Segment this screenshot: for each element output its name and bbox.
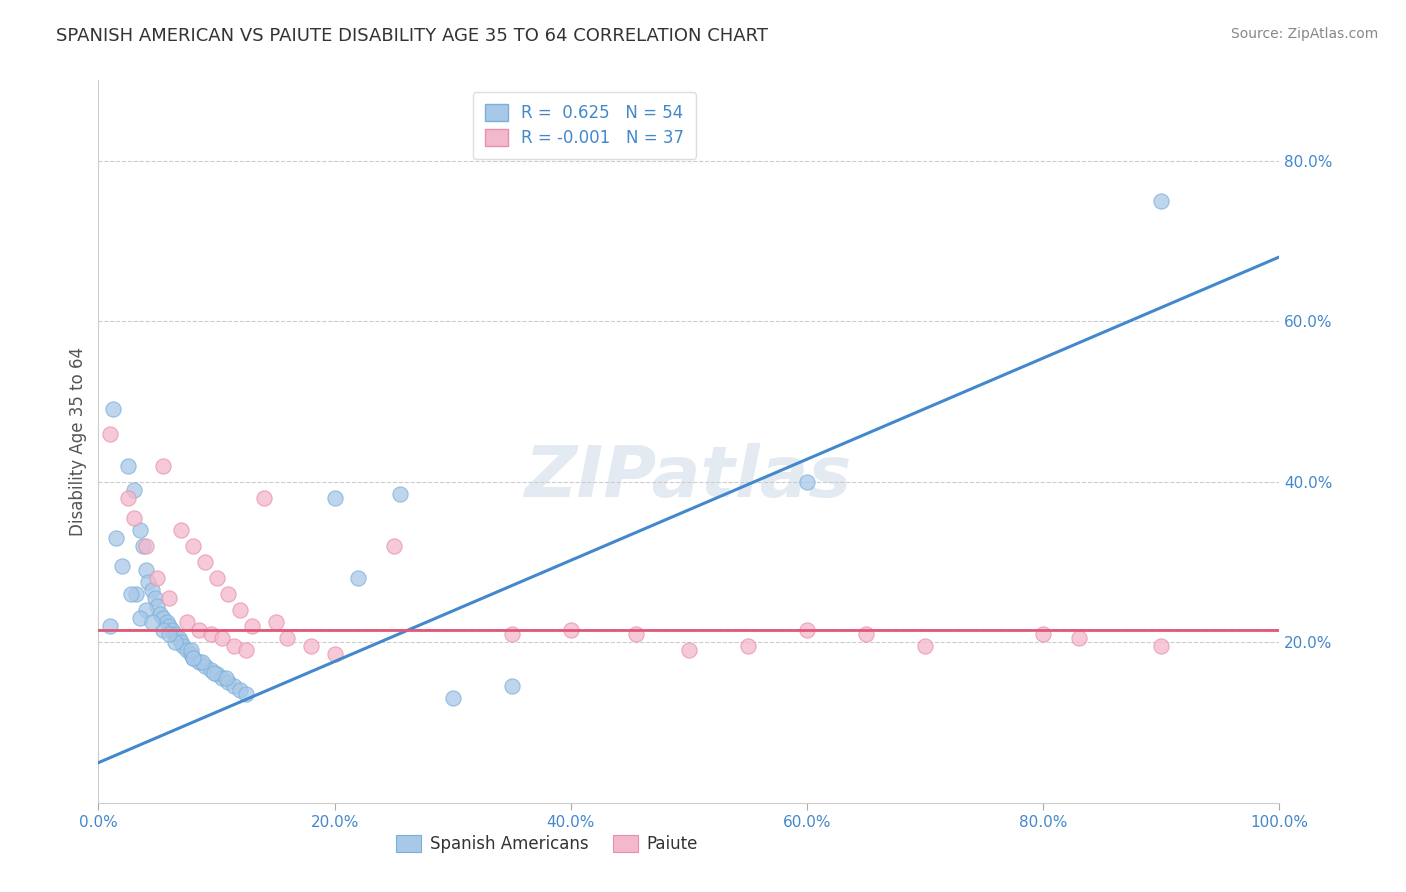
Point <box>501 627 523 641</box>
Point <box>101 402 124 417</box>
Point <box>146 599 169 614</box>
Point <box>157 627 180 641</box>
Point <box>678 643 700 657</box>
Point <box>128 611 150 625</box>
Point <box>215 671 238 685</box>
Point <box>146 571 169 585</box>
Point <box>796 623 818 637</box>
Point <box>135 563 157 577</box>
Point <box>737 639 759 653</box>
Point <box>855 627 877 641</box>
Point <box>122 483 145 497</box>
Point <box>323 491 346 505</box>
Point <box>194 555 217 569</box>
Point <box>111 558 134 573</box>
Point <box>157 619 180 633</box>
Point <box>141 583 163 598</box>
Point <box>914 639 936 653</box>
Point <box>323 648 346 662</box>
Text: ZIPatlas: ZIPatlas <box>526 443 852 512</box>
Point <box>347 571 370 585</box>
Point <box>253 491 276 505</box>
Point <box>176 643 198 657</box>
Point <box>136 574 159 589</box>
Point <box>180 643 202 657</box>
Point <box>211 632 233 646</box>
Text: Source: ZipAtlas.com: Source: ZipAtlas.com <box>1230 27 1378 41</box>
Point <box>200 627 222 641</box>
Point <box>796 475 818 489</box>
Point <box>224 680 246 694</box>
Point <box>211 671 233 685</box>
Point <box>1150 194 1173 208</box>
Point <box>235 643 257 657</box>
Point <box>217 675 239 690</box>
Point <box>170 523 193 537</box>
Point <box>143 591 166 605</box>
Point <box>117 491 139 505</box>
Point <box>224 639 246 653</box>
Point <box>194 659 217 673</box>
Text: SPANISH AMERICAN VS PAIUTE DISABILITY AGE 35 TO 64 CORRELATION CHART: SPANISH AMERICAN VS PAIUTE DISABILITY AG… <box>56 27 768 45</box>
Point <box>205 667 228 681</box>
Point <box>264 615 287 630</box>
Point <box>160 623 183 637</box>
Point <box>191 655 214 669</box>
Point <box>98 426 121 441</box>
Point <box>121 587 143 601</box>
Point <box>299 639 322 653</box>
Point <box>240 619 263 633</box>
Point <box>382 539 405 553</box>
Point <box>441 691 464 706</box>
Point <box>229 603 252 617</box>
Legend: Spanish Americans, Paiute: Spanish Americans, Paiute <box>389 828 704 860</box>
Point <box>135 603 157 617</box>
Point <box>125 587 148 601</box>
Point <box>1150 639 1173 653</box>
Point <box>165 635 187 649</box>
Point <box>229 683 252 698</box>
Point <box>187 623 209 637</box>
Point <box>388 486 411 500</box>
Point <box>122 510 145 524</box>
Y-axis label: Disability Age 35 to 64: Disability Age 35 to 64 <box>69 347 87 536</box>
Point <box>276 632 298 646</box>
Point <box>141 615 163 630</box>
Point <box>152 458 174 473</box>
Point <box>156 615 179 630</box>
Point <box>167 632 190 646</box>
Point <box>176 615 198 630</box>
Point <box>98 619 121 633</box>
Point <box>172 639 194 653</box>
Point <box>624 627 647 641</box>
Point <box>202 665 225 680</box>
Point <box>117 458 139 473</box>
Point <box>128 523 150 537</box>
Point <box>132 539 155 553</box>
Point <box>149 607 172 621</box>
Point <box>217 587 239 601</box>
Point <box>135 539 157 553</box>
Point <box>181 539 204 553</box>
Point <box>205 571 228 585</box>
Point <box>152 611 174 625</box>
Point <box>152 623 174 637</box>
Point <box>181 651 204 665</box>
Point <box>1067 632 1090 646</box>
Point <box>1032 627 1054 641</box>
Point <box>170 635 193 649</box>
Point <box>235 687 257 701</box>
Point <box>501 680 523 694</box>
Point <box>157 591 180 605</box>
Point <box>165 627 187 641</box>
Point <box>200 664 222 678</box>
Point <box>560 623 582 637</box>
Point <box>180 648 202 662</box>
Point <box>181 651 204 665</box>
Point <box>187 655 209 669</box>
Point <box>105 531 128 545</box>
